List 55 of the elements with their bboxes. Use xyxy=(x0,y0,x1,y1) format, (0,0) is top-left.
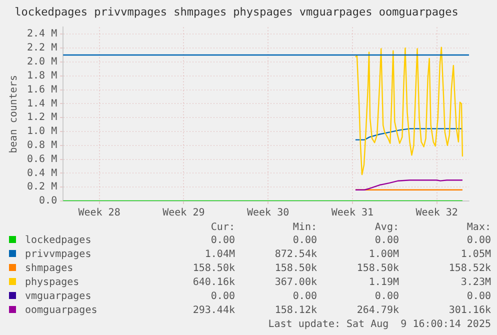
text: 293.44k xyxy=(192,304,236,318)
y-tick-label: 0.4 M xyxy=(26,168,58,179)
y-tick-label: 1.6 M xyxy=(26,84,58,96)
legend-label: privvmpages xyxy=(24,248,92,262)
y-tick-label: 0.8 M xyxy=(26,140,58,151)
x-tick-label: Week 31 xyxy=(331,208,374,219)
text: 1.19M xyxy=(368,276,400,290)
text: Last update: Sat Aug 9 16:00:14 2025 xyxy=(267,318,492,332)
legend-label: lockedpages xyxy=(24,234,92,248)
text: Cur: xyxy=(210,222,236,234)
text: Min: xyxy=(292,222,318,234)
y-tick-label: 0.6 M xyxy=(26,154,58,165)
text: Max: xyxy=(466,222,492,234)
text: 264.79k xyxy=(356,304,400,318)
text: 1.00M xyxy=(368,248,400,262)
text: 158.50k xyxy=(274,262,318,276)
y-tick-label: 0.0 xyxy=(39,196,58,207)
text: 0.00 xyxy=(374,290,400,304)
text: Avg: xyxy=(374,222,400,234)
legend-label: physpages xyxy=(24,276,80,290)
text: 0.00 xyxy=(374,234,400,248)
text: 367.00k xyxy=(274,276,318,290)
y-tick-label: 1.4 M xyxy=(26,98,58,110)
x-tick-label: Week 32 xyxy=(416,208,458,219)
chart-title: lockedpages privvmpages shmpages physpages vmguarpages oomguarpages xyxy=(14,5,458,18)
y-tick-label: 2.4 M xyxy=(26,28,58,40)
x-tick-label: Week 29 xyxy=(162,208,205,219)
text: 1.05M xyxy=(460,248,492,262)
text: 158.50k xyxy=(192,262,236,276)
text: 0.00 xyxy=(210,290,236,304)
text: 872.54k xyxy=(274,248,318,262)
text: 0.00 xyxy=(292,234,318,248)
y-tick-label: 2.0 M xyxy=(26,56,58,68)
text: 158.50k xyxy=(356,262,400,276)
y-tick-label: 0.2 M xyxy=(26,182,58,193)
text: 158.12k xyxy=(274,304,318,318)
y-axis-title: bean counters xyxy=(8,74,20,154)
text: 0.00 xyxy=(466,290,492,304)
legend-label: shmpages xyxy=(24,262,74,276)
text: 0.00 xyxy=(292,290,318,304)
text: 0.00 xyxy=(466,234,492,248)
text: 640.16k xyxy=(192,276,236,290)
text: 1.04M xyxy=(204,248,236,262)
x-tick-label: Week 30 xyxy=(246,208,290,219)
text: 0.00 xyxy=(210,234,236,248)
legend-label: oomguarpages xyxy=(24,304,98,318)
x-tick-label: Week 28 xyxy=(78,208,120,219)
text: 3.23M xyxy=(460,276,492,290)
y-tick-label: 2.2 M xyxy=(26,42,58,54)
text: 301.16k xyxy=(448,304,492,318)
y-tick-label: 1.8 M xyxy=(26,70,58,82)
legend-label: vmguarpages xyxy=(24,290,92,304)
y-tick-label: 1.2 M xyxy=(26,112,58,124)
text: 158.52k xyxy=(448,262,492,276)
y-tick-label: 1.0 M xyxy=(26,126,58,138)
